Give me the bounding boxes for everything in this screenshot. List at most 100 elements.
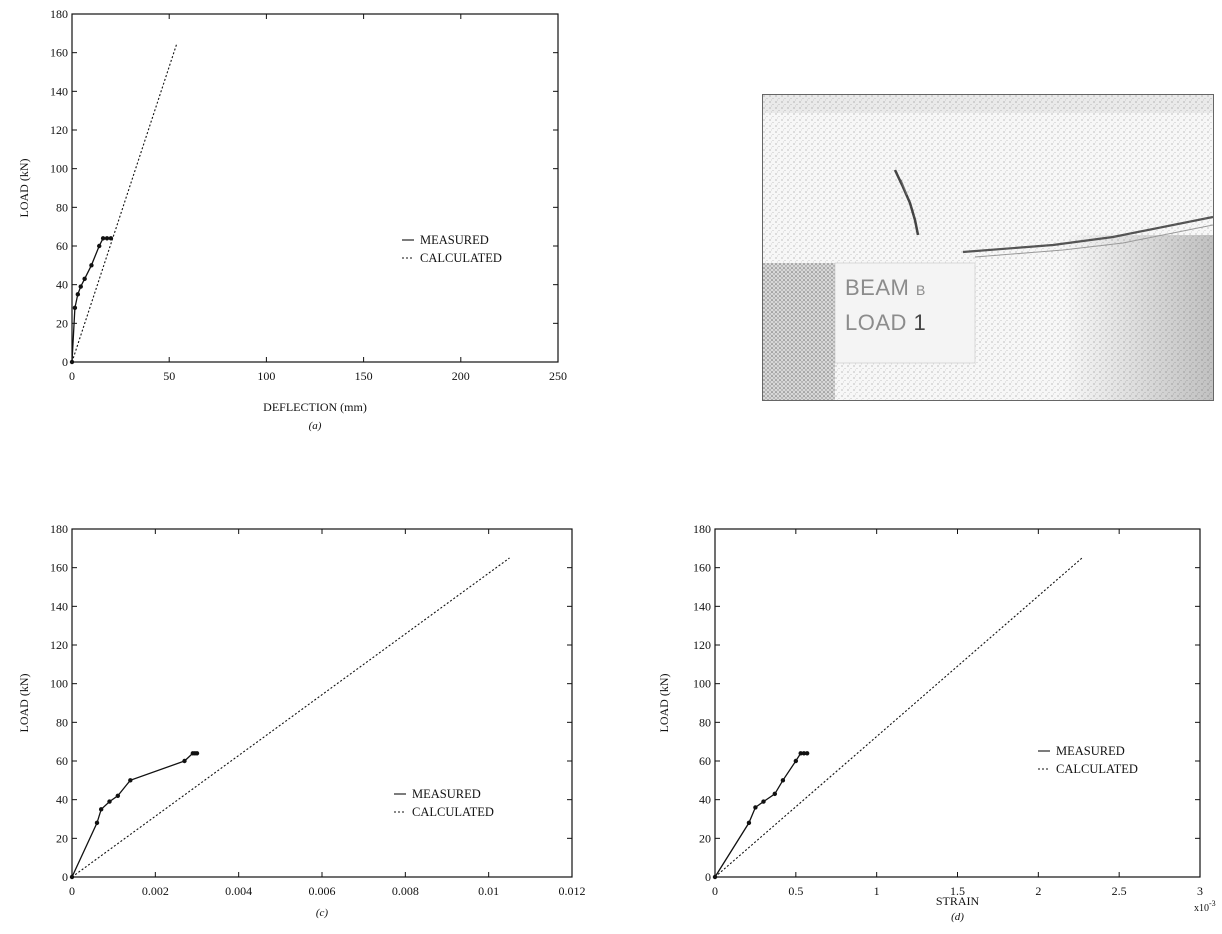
data-point-measured	[75, 292, 81, 297]
y-tick-label: 60	[56, 239, 68, 253]
x-tick-label: 0.004	[225, 884, 252, 898]
y-tick-label: 140	[693, 599, 711, 613]
y-tick-label: 160	[693, 561, 711, 575]
data-point-measured	[761, 799, 766, 804]
beam-crack-photo: BEAM B LOAD 1	[762, 94, 1214, 401]
y-tick-label: 140	[50, 599, 68, 613]
data-point-measured	[793, 758, 799, 764]
chart-d-strain: 0 0.5 1 1.5 2 2.5 3 0 20 40 60 80 100 120 140 160 180 LOA…	[657, 522, 1216, 923]
y-tick-label: 0	[705, 870, 711, 884]
panel-caption: (a)	[309, 420, 322, 432]
data-point-measured	[100, 236, 106, 241]
data-point-measured	[772, 791, 778, 797]
data-point-measured	[107, 799, 112, 804]
data-point-measured	[746, 820, 752, 826]
legend: MEASURED CALCULATED	[402, 233, 502, 265]
legend-label-measured: MEASURED	[412, 787, 481, 801]
data-point-measured	[780, 778, 786, 783]
chart-c-load-vs-x: 0 0.002 0.004 0.006 0.008 0.01 0.012 0 20 40 60 80 1…	[17, 522, 586, 919]
y-tick-label: 40	[56, 278, 68, 292]
series-line-measured	[71, 237, 111, 363]
y-tick-label: 120	[693, 638, 711, 652]
data-point-measured	[72, 305, 78, 311]
photo-label-load: LOAD 1	[845, 310, 927, 335]
legend-label-calculated: CALCULATED	[412, 805, 494, 819]
x-tick-label: 0.006	[309, 884, 336, 898]
data-point-measured	[182, 758, 187, 764]
x-tick-label: 250	[549, 369, 567, 383]
series-line-measured	[71, 752, 197, 878]
plot-frame	[71, 528, 573, 878]
x-tick-label: 1.5	[950, 884, 965, 898]
y-tick-label: 180	[50, 522, 68, 536]
y-tick-label: 80	[56, 200, 68, 214]
y-tick-label: 60	[699, 754, 711, 768]
y-tick-label: 80	[56, 715, 68, 729]
data-point-measured	[89, 263, 94, 268]
series-line-calculated	[71, 42, 178, 363]
y-tick-label: 100	[693, 677, 711, 691]
x-axis-label: DEFLECTION (mm)	[263, 400, 367, 414]
y-tick-label: 80	[699, 715, 711, 729]
y-tick-label: 120	[50, 123, 68, 137]
y-tick-label: 140	[50, 84, 68, 98]
y-tick-label: 100	[50, 677, 68, 691]
x-tick-label: 100	[257, 369, 275, 383]
y-tick-label: 20	[56, 831, 68, 845]
y-tick-label: 120	[50, 638, 68, 652]
x-tick-label: 0	[712, 884, 718, 898]
y-tick-label: 60	[56, 754, 68, 768]
x-axis-exponent: -3	[1209, 899, 1216, 908]
x-tick-label: 0.012	[559, 884, 586, 898]
beam-photo-graphic	[763, 95, 1213, 400]
x-tick-label: 3	[1197, 884, 1203, 898]
data-point-measured	[78, 284, 83, 289]
chart-a-deflection: 0 50 100 150 200 250 0 20 40 60 80 100 120 140 160 180 L…	[17, 7, 567, 432]
series-line-calculated	[71, 557, 510, 878]
x-tick-label: 2	[1035, 884, 1041, 898]
plot-frame	[71, 13, 559, 363]
y-axis-label: LOAD (kN)	[657, 674, 671, 733]
panel-caption: (d)	[951, 911, 964, 923]
y-tick-label: 20	[56, 316, 68, 330]
x-tick-label: 0.01	[478, 884, 499, 898]
data-point-measured	[82, 276, 87, 282]
series-line-calculated	[714, 557, 1083, 878]
x-tick-label: 50	[163, 369, 175, 383]
y-tick-label: 100	[50, 162, 68, 176]
legend-label-calculated: CALCULATED	[1056, 762, 1138, 776]
series-line-measured	[714, 752, 808, 878]
legend: MEASURED CALCULATED	[1038, 744, 1138, 776]
data-point-measured	[194, 751, 200, 756]
x-tick-label: 0	[69, 884, 75, 898]
x-tick-label: 0.002	[142, 884, 169, 898]
data-point-measured	[97, 243, 102, 249]
x-tick-label: 0.008	[392, 884, 419, 898]
x-tick-label: 2.5	[1112, 884, 1127, 898]
y-tick-label: 160	[50, 46, 68, 60]
legend-label-measured: MEASURED	[420, 233, 489, 247]
data-point-measured	[94, 820, 100, 826]
x-tick-label: 0	[69, 369, 75, 383]
photo-label-beam: BEAM B	[845, 275, 926, 300]
x-tick-label: 1	[874, 884, 880, 898]
x-tick-label: 0.5	[788, 884, 803, 898]
data-point-measured	[798, 751, 803, 756]
plot-frame	[714, 528, 1201, 878]
x-tick-label: 200	[452, 369, 470, 383]
data-point-measured	[98, 807, 104, 812]
y-tick-label: 40	[56, 793, 68, 807]
y-tick-label: 20	[699, 831, 711, 845]
x-axis-label: STRAIN	[936, 894, 980, 908]
data-point-measured	[104, 236, 110, 241]
data-point-measured	[128, 778, 133, 783]
y-tick-label: 40	[699, 793, 711, 807]
panel-caption: (c)	[316, 907, 329, 919]
y-tick-label: 0	[62, 355, 68, 369]
x-axis-multiplier: x10	[1194, 903, 1209, 914]
y-tick-label: 160	[50, 561, 68, 575]
data-point-measured	[115, 793, 121, 798]
legend-label-measured: MEASURED	[1056, 744, 1125, 758]
data-point-measured	[753, 805, 758, 810]
y-tick-label: 0	[62, 870, 68, 884]
